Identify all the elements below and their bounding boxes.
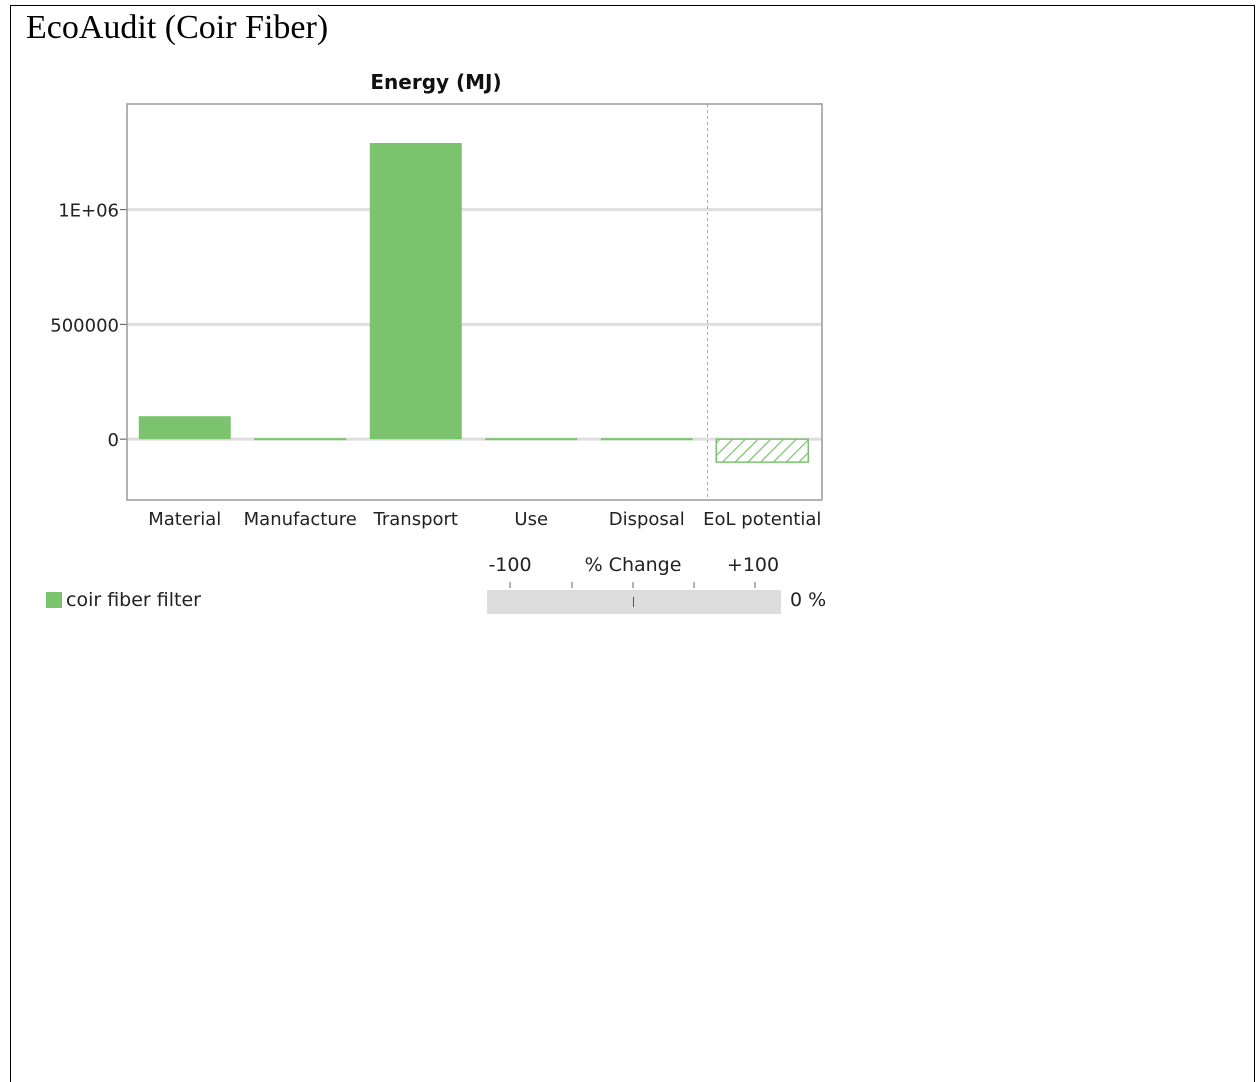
chart-title: Energy (MJ)	[370, 70, 502, 94]
change-slider-marker	[633, 597, 634, 607]
y-tick-label: 0	[108, 430, 119, 451]
page-frame	[10, 5, 1255, 1082]
bar-disposal	[600, 438, 693, 441]
x-tick-label: EoL potential	[703, 509, 821, 530]
change-slider-track	[487, 590, 781, 614]
y-tick-label: 1E+06	[58, 201, 119, 222]
change-max-label: +100	[726, 554, 780, 576]
page-title: EcoAudit (Coir Fiber)	[26, 9, 329, 46]
change-value: 0 %	[790, 589, 827, 611]
bar-transport	[369, 143, 462, 440]
x-tick-label: Manufacture	[244, 509, 357, 530]
bar-material	[138, 416, 231, 440]
legend-label: coir fiber filter	[66, 589, 201, 611]
x-tick-label: Use	[514, 509, 548, 530]
x-tick-label: Material	[148, 509, 221, 530]
change-min-label: -100	[488, 554, 532, 576]
legend-swatch	[46, 592, 62, 608]
bar-use	[485, 438, 578, 441]
x-tick-label: Transport	[373, 509, 458, 530]
bar-manufacture	[254, 438, 347, 441]
y-tick-label: 500000	[50, 315, 119, 336]
plot-border	[126, 103, 823, 501]
change-title: % Change	[584, 554, 682, 576]
change-scale-ticks	[509, 582, 756, 588]
legend: coir fiber filter	[46, 589, 201, 611]
bar-eol-potential	[715, 438, 809, 463]
x-tick-label: Disposal	[609, 509, 685, 530]
